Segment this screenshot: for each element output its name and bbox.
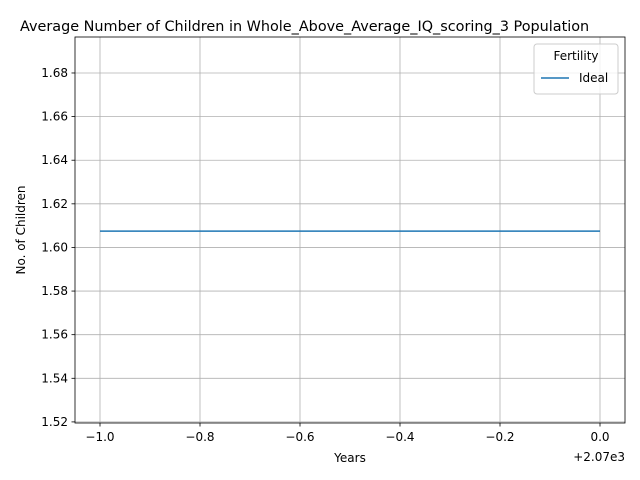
legend-box <box>533 43 619 95</box>
y-tick-label: 1.66 <box>41 110 68 124</box>
y-tick-label: 1.56 <box>41 328 68 342</box>
grid <box>75 37 625 423</box>
y-tick-label: 1.52 <box>41 415 68 429</box>
legend-label-ideal: Ideal <box>579 71 608 85</box>
x-tick-label: −0.8 <box>185 430 214 444</box>
y-tick-label: 1.64 <box>41 153 68 167</box>
chart-title: Average Number of Children in Whole_Abov… <box>20 19 589 35</box>
x-tick-label: −0.6 <box>285 430 314 444</box>
x-tick-label: −1.0 <box>85 430 114 444</box>
y-tick-label: 1.68 <box>41 66 68 80</box>
legend-title: Fertility <box>553 49 598 63</box>
x-tick-label: −0.2 <box>485 430 514 444</box>
x-tick-label: 0.0 <box>590 430 609 444</box>
x-axis-label: Years <box>333 451 366 465</box>
plot-area <box>74 36 626 424</box>
y-tick-label: 1.62 <box>41 197 68 211</box>
y-axis-label: No. of Children <box>14 185 28 274</box>
x-axis-offset-label: +2.07e3 <box>573 450 625 464</box>
x-tick-label: −0.4 <box>385 430 414 444</box>
y-tick-label: 1.58 <box>41 284 68 298</box>
legend: Fertility Ideal <box>533 43 619 95</box>
x-axis: −1.0 −0.8 −0.6 −0.4 −0.2 0.0 <box>85 423 610 444</box>
y-axis: 1.52 1.54 1.56 1.58 1.60 1.62 1.64 1.66 1.68 <box>41 66 75 429</box>
y-tick-label: 1.54 <box>41 371 68 385</box>
y-tick-label: 1.60 <box>41 240 68 254</box>
